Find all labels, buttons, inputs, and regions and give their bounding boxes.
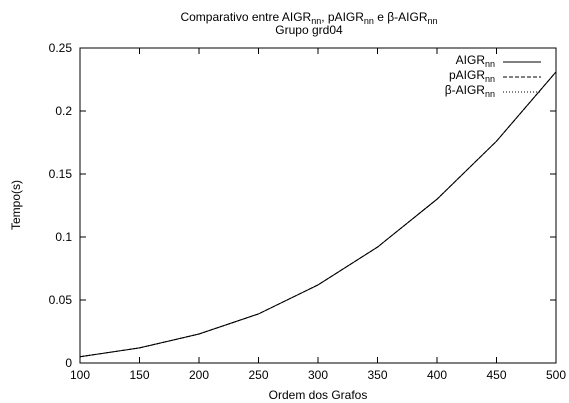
legend-label-0: AIGRnn	[456, 53, 495, 69]
series-line-2	[79, 71, 557, 358]
chart-title-line2: Grupo grd04	[275, 23, 343, 37]
series-line-0	[79, 71, 557, 358]
x-axis-label: Ordem dos Grafos	[269, 388, 368, 402]
legend-label-1: pAIGRnn	[449, 68, 495, 84]
title-part-0: Comparativo entre AIGR	[180, 10, 311, 24]
series-layer	[79, 71, 557, 358]
y-tick-label: 0.25	[49, 41, 73, 55]
ticks-layer: 100 150 200 250 300 350 400 450 500 0 0.05 0.1 0.15 0…	[49, 41, 567, 382]
legend-label-2-sub: nn	[485, 89, 495, 99]
title-part-3: nn	[364, 16, 374, 26]
x-tick-label: 350	[367, 368, 387, 382]
y-tick-label: 0.05	[49, 293, 73, 307]
title-part-1: nn	[311, 16, 321, 26]
x-tick-label: 450	[486, 368, 506, 382]
legend-label-1-sub: nn	[485, 74, 495, 84]
legend-label-0-sub: nn	[485, 59, 495, 69]
legend-label-0-base: AIGR	[456, 53, 486, 67]
legend-label-2: β-AIGRnn	[445, 83, 495, 99]
y-tick-label: 0.2	[55, 104, 72, 118]
y-tick-label: 0.1	[55, 230, 72, 244]
legend-label-1-base: pAIGR	[449, 68, 485, 82]
y-tick-label: 0	[65, 356, 72, 370]
x-tick-label: 200	[189, 368, 209, 382]
legend-label-2-base: β-AIGR	[445, 83, 486, 97]
title-part-2: , pAIGR	[321, 10, 364, 24]
y-tick-label: 0.15	[49, 167, 73, 181]
title-part-5: nn	[428, 16, 438, 26]
x-tick-label: 300	[308, 368, 328, 382]
x-tick-label: 250	[248, 368, 268, 382]
chart-title-line1: Comparativo entre AIGRnn, pAIGRnn e β-AI…	[180, 10, 437, 26]
x-tick-label: 150	[129, 368, 149, 382]
x-tick-label: 500	[546, 368, 566, 382]
title-part-4: e β-AIGR	[374, 10, 428, 24]
legend: AIGRnn pAIGRnn β-AIGRnn	[445, 53, 541, 99]
x-tick-label: 100	[70, 368, 90, 382]
y-axis-label: Tempo(s)	[9, 180, 23, 230]
x-tick-label: 400	[427, 368, 447, 382]
series-line-1	[79, 71, 557, 358]
